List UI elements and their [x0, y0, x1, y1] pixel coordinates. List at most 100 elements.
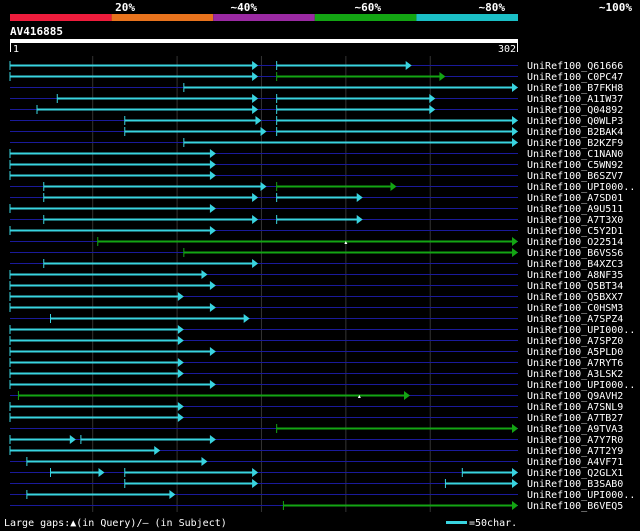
hit-label: UniRef100_C0HSM3	[527, 303, 623, 314]
hit-arrow	[356, 193, 363, 202]
hit-arrow	[243, 314, 250, 323]
hit-arrow	[512, 127, 518, 136]
hit-label: UniRef100_A3LSK2	[527, 369, 623, 380]
query-gap-marker	[357, 395, 361, 398]
query-ruler	[10, 39, 518, 43]
scale-segment	[111, 14, 214, 21]
hit-arrow	[252, 215, 259, 224]
hit-label: UniRef100_A9U511	[527, 204, 623, 215]
hit-label: UniRef100_A1IW37	[527, 94, 623, 105]
hit-arrow	[98, 468, 105, 477]
hit-label: UniRef100_B2BAK4	[527, 127, 623, 138]
hit-arrow	[209, 347, 216, 356]
hit-arrow	[405, 61, 412, 70]
ruler-end-label: 302	[498, 44, 516, 55]
hit-arrow	[260, 127, 267, 136]
hit-label: UniRef100_Q0WLP3	[527, 116, 623, 127]
hit-arrow	[255, 116, 262, 125]
hit-label: UniRef100_B7FKH8	[527, 83, 623, 94]
hit-label: UniRef100_A7RYT6	[527, 358, 623, 369]
hit-arrow	[209, 160, 216, 169]
hit-label: UniRef100_C1NAN0	[527, 149, 623, 160]
hit-arrow	[429, 105, 436, 114]
hit-label: UniRef100_Q5BXX7	[527, 292, 623, 303]
scale-segment	[213, 14, 315, 21]
hit-arrow	[512, 83, 518, 92]
hit-arrow	[209, 303, 216, 312]
hit-label: UniRef100_Q2GLX1	[527, 468, 623, 479]
hit-label: UniRef100_A4VF71	[527, 457, 623, 468]
hit-label: UniRef100_A7TB27	[527, 413, 623, 424]
hit-arrow	[252, 468, 259, 477]
hit-label: UniRef100_C0PC47	[527, 72, 623, 83]
hit-arrow	[209, 281, 216, 290]
query-gap-marker	[344, 241, 348, 244]
scale-label: ~80%	[479, 1, 506, 14]
hit-arrow	[201, 270, 208, 279]
hit-arrow	[429, 94, 436, 103]
hit-label: UniRef100_Q5BT34	[527, 281, 623, 292]
large-gaps-legend: Large gaps:▲(in Query)/— (in Subject)	[4, 518, 227, 529]
hit-label: UniRef100_B2KZF9	[527, 138, 623, 149]
hit-arrow	[356, 215, 363, 224]
hit-label: UniRef100_A7SD01	[527, 193, 623, 204]
hit-arrow	[177, 292, 184, 301]
hit-label: UniRef100_B6SZV7	[527, 171, 623, 182]
hit-arrow	[252, 72, 259, 81]
hit-arrow	[252, 94, 259, 103]
hit-arrow	[252, 479, 259, 488]
hit-label: UniRef100_B6VEQ5	[527, 501, 623, 512]
hit-arrow	[201, 457, 208, 466]
hit-arrow	[252, 61, 259, 70]
hit-arrow	[209, 435, 216, 444]
hit-arrow	[69, 435, 76, 444]
scale-bar-label: =50char.	[469, 518, 517, 529]
scale-label: ~100%	[599, 1, 632, 14]
hit-label: UniRef100_A7SPZ4	[527, 314, 623, 325]
hit-arrow	[177, 325, 184, 334]
hit-arrow	[512, 116, 518, 125]
hit-arrow	[252, 105, 259, 114]
hit-arrow	[209, 204, 216, 213]
scale-label: ~60%	[355, 1, 382, 14]
hit-arrow	[512, 468, 518, 477]
hit-label: UniRef100_A7T2Y9	[527, 446, 623, 457]
hit-label: UniRef100_B4XZC3	[527, 259, 623, 270]
ruler-start-label: 1	[13, 44, 19, 55]
hit-label: UniRef100_C5WN92	[527, 160, 623, 171]
hit-label: UniRef100_UPI000..	[527, 490, 635, 501]
hit-arrow	[252, 259, 259, 268]
hit-arrow	[439, 72, 446, 81]
hit-arrow	[169, 490, 176, 499]
hit-label: UniRef100_Q61666	[527, 61, 623, 72]
hit-arrow	[512, 479, 518, 488]
hit-arrow	[177, 358, 184, 367]
hit-label: UniRef100_Q9AVH2	[527, 391, 623, 402]
hit-label: UniRef100_C5Y2D1	[527, 226, 623, 237]
hit-label: UniRef100_A8NF35	[527, 270, 623, 281]
scale-segment	[10, 14, 112, 21]
hit-arrow	[512, 501, 518, 510]
scale-label: 20%	[115, 1, 135, 14]
hit-arrow	[512, 138, 518, 147]
hit-arrow	[177, 413, 184, 422]
hit-arrow	[512, 237, 518, 246]
hit-arrow	[403, 391, 410, 400]
hit-label: UniRef100_A7T3X0	[527, 215, 623, 226]
hit-label: UniRef100_UPI000..	[527, 380, 635, 391]
scale-label: ~40%	[231, 1, 258, 14]
hit-label: UniRef100_A7SPZ0	[527, 336, 623, 347]
scale-segment	[416, 14, 518, 21]
scale-segment	[314, 14, 417, 21]
hit-label: UniRef100_UPI000..	[527, 182, 635, 193]
hit-arrow	[177, 336, 184, 345]
hit-label: UniRef100_UPI000..	[527, 325, 635, 336]
hit-label: UniRef100_O22514	[527, 237, 623, 248]
hit-arrow	[260, 182, 267, 191]
hit-arrow	[209, 171, 216, 180]
hit-label: UniRef100_Q04892	[527, 105, 623, 116]
hit-arrow	[390, 182, 397, 191]
hit-label: UniRef100_B6VSS6	[527, 248, 623, 259]
hit-label: UniRef100_A5PLD0	[527, 347, 623, 358]
